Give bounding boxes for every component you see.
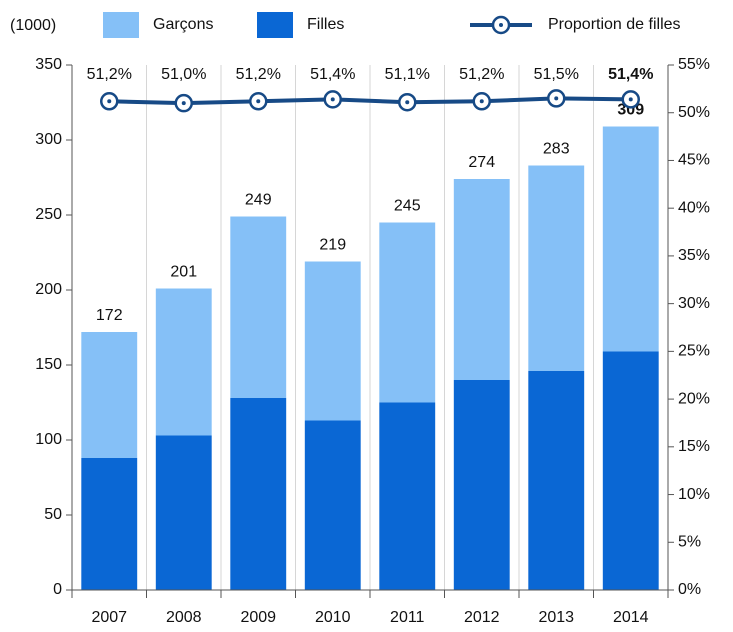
bar xyxy=(81,458,138,590)
total-label: 201 xyxy=(170,264,197,281)
bar xyxy=(230,216,287,398)
legend-swatch xyxy=(257,12,293,38)
x-tick-label: 2009 xyxy=(240,609,276,626)
y2-tick-label: 5% xyxy=(678,533,701,550)
x-tick-label: 2010 xyxy=(315,609,351,626)
y-tick-label: 250 xyxy=(35,206,62,223)
total-label: 245 xyxy=(394,198,421,215)
bar xyxy=(155,288,212,436)
bar xyxy=(528,371,585,590)
y-tick-label: 50 xyxy=(44,506,62,523)
legend-label: Garçons xyxy=(153,16,213,33)
value-label: 51,2% xyxy=(87,66,132,83)
value-label: 51,5% xyxy=(534,66,579,83)
marker-dot xyxy=(256,99,261,104)
y-tick-label: 200 xyxy=(35,281,62,298)
marker-dot xyxy=(554,96,559,101)
y-unit-label: (1000) xyxy=(10,17,56,34)
marker-dot xyxy=(181,101,186,106)
value-label: 51,1% xyxy=(385,66,430,83)
bar xyxy=(379,402,436,590)
legend-swatch xyxy=(103,12,139,38)
y-tick-label: 0 xyxy=(53,581,62,598)
line xyxy=(109,96,631,106)
bar xyxy=(453,380,510,590)
y-tick-label: 150 xyxy=(35,356,62,373)
marker-dot xyxy=(330,97,335,102)
y2-tick-label: 0% xyxy=(678,581,701,598)
x-tick-label: 2014 xyxy=(613,609,649,626)
value-label: 51,2% xyxy=(459,66,504,83)
y2-tick-label: 55% xyxy=(678,56,710,73)
bar xyxy=(379,222,436,403)
y2-tick-label: 25% xyxy=(678,343,710,360)
x-tick-label: 2012 xyxy=(464,609,500,626)
bar xyxy=(602,126,659,352)
total-label: 283 xyxy=(543,141,570,158)
x-tick-label: 2013 xyxy=(538,609,574,626)
legend-label: Filles xyxy=(307,16,344,33)
bar xyxy=(81,332,138,458)
value-label: 51,0% xyxy=(161,66,206,83)
bar xyxy=(304,261,361,421)
total-label: 249 xyxy=(245,192,272,209)
value-label: 51,4% xyxy=(310,66,355,83)
total-label: 172 xyxy=(96,307,123,324)
value-label: 51,2% xyxy=(236,66,281,83)
y2-tick-label: 20% xyxy=(678,390,710,407)
bar xyxy=(304,420,361,590)
total-label: 274 xyxy=(468,154,495,171)
value-label: 51,4% xyxy=(608,66,653,83)
marker-dot xyxy=(405,100,410,105)
x-tick-label: 2008 xyxy=(166,609,202,626)
y2-tick-label: 45% xyxy=(678,152,710,169)
marker-dot xyxy=(479,99,484,104)
y2-tick-label: 50% xyxy=(678,104,710,121)
bar xyxy=(528,165,585,371)
y2-tick-label: 35% xyxy=(678,247,710,264)
y2-tick-label: 40% xyxy=(678,199,710,216)
marker-dot xyxy=(107,99,112,104)
bar xyxy=(155,435,212,590)
legend-label: Proportion de filles xyxy=(548,16,681,33)
x-tick-label: 2011 xyxy=(390,609,425,626)
y-tick-label: 300 xyxy=(35,131,62,148)
total-label: 219 xyxy=(319,237,346,254)
y2-tick-label: 10% xyxy=(678,486,710,503)
bar xyxy=(230,398,287,590)
y2-tick-label: 30% xyxy=(678,295,710,312)
legend-marker-dot xyxy=(499,23,503,27)
bar xyxy=(453,179,510,380)
bar xyxy=(602,351,659,590)
marker-dot xyxy=(628,97,633,102)
total-label: 309 xyxy=(617,102,644,119)
y2-tick-label: 15% xyxy=(678,438,710,455)
y-tick-label: 100 xyxy=(35,431,62,448)
y-tick-label: 350 xyxy=(35,56,62,73)
x-tick-label: 2007 xyxy=(91,609,127,626)
